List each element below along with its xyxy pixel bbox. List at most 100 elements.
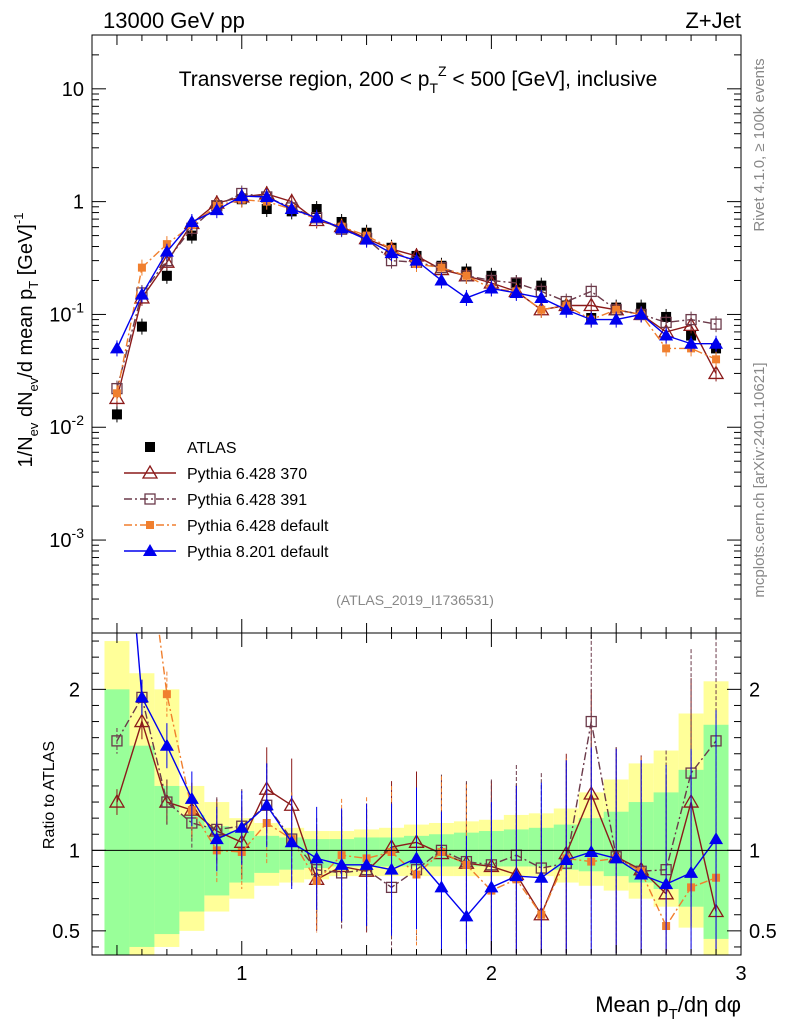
main-data-point [259,189,274,202]
main-data-point [409,253,424,266]
legend-marker [141,464,159,479]
ratio-data-point [484,880,499,893]
main-data-point [659,328,674,341]
legend-entry: ATLAS [145,440,237,457]
main-data-point [209,203,224,216]
legend-label: Pythia 8.201 default [187,544,329,561]
ratio-data-point [159,738,174,751]
main-data-point [161,270,172,281]
ratio-data-point [259,798,274,811]
legend-marker [143,544,157,556]
main-data-point [559,302,574,315]
ratio-data-point [108,793,126,808]
main-data-point [434,273,449,286]
ratio-data-point [284,835,299,848]
main-data-point [136,321,147,332]
legend-label: Pythia 6.428 default [187,518,329,535]
ratio-y-tick-label: 0.5 [52,921,80,943]
main-series-line [116,199,717,394]
x-axis-label: Mean pT/dη dφ [595,992,741,1023]
analysis-id-label: (ATLAS_2019_I1736531) [336,592,494,608]
main-data-point [537,305,546,314]
ratio-data-point [534,870,549,883]
main-data-point [359,232,374,245]
ratio-y-tick-label: 1 [69,840,80,862]
main-data-point [684,336,699,349]
legend-marker [146,521,154,529]
ratio-data-point [234,820,249,833]
main-y-tick-label: 1 [73,192,84,214]
legend-entry: Pythia 8.201 default [124,544,329,561]
main-data-point [134,287,149,300]
main-title: Transverse region, 200 < pTZ < 500 [GeV]… [179,63,658,96]
main-series-3 [112,191,721,402]
legend-label: Pythia 6.428 370 [187,466,307,483]
ratio-data-point [334,857,349,870]
ratio-data-point [434,880,449,893]
ratio-data-point [609,851,624,864]
main-data-point [583,297,600,312]
rivet-version-label: Rivet 4.1.0, ≥ 100k events [751,58,768,231]
main-y-tick-label: 10-3 [49,525,84,552]
main-data-point [585,285,597,298]
main-data-point [709,336,724,349]
main-data-point [462,271,471,280]
main-data-point [112,389,121,398]
main-data-point [108,390,126,405]
main-data-point [609,312,624,325]
main-data-point [234,189,249,202]
main-data-point [309,210,324,223]
ratio-data-point [162,690,171,699]
main-data-point [384,246,399,259]
main-data-point [184,214,199,227]
main-series-line [116,195,717,349]
main-data-point [111,409,122,420]
header-right: Z+Jet [685,8,741,33]
ratio-data-point [209,832,224,845]
ratio-data-point [559,853,574,866]
main-data-point [660,316,672,329]
main-series-0 [111,191,722,423]
ratio-data-point [113,573,121,581]
main-data-point [707,365,725,380]
main-data-point [109,341,124,354]
main-data-point [612,305,621,314]
main-data-point [584,312,599,325]
ratio-data-point [459,909,474,922]
main-data-point [437,263,446,272]
ratio-data-point [585,715,597,728]
main-data-point [284,202,299,215]
ratio-data-point [133,713,151,728]
ratio-data-point [184,791,199,804]
main-y-tick-label: 10-2 [49,412,84,439]
main-data-point [159,244,174,257]
main-data-point [534,290,549,303]
ratio-data-point [659,877,674,890]
ratio-data-point [134,690,149,703]
ratio-y-tick-label-right: 2 [749,679,760,701]
main-data-point [685,313,697,326]
main-data-point [137,263,146,272]
main-y-axis-label: 1/Nev dNev/d mean pT [GeV]-1 [11,213,41,468]
header-left: 13000 GeV pp [103,8,245,33]
main-data-point [686,330,697,341]
main-data-point [311,204,322,215]
legend-label: Pythia 6.428 391 [187,492,307,509]
main-data-point [634,307,649,320]
legend: ATLAS Pythia 6.428 370 Pythia 6.428 391 Pyt… [124,440,329,561]
main-series-4 [109,188,724,357]
legend-entry: Pythia 6.428 391 [124,492,307,509]
main-series-line [116,192,717,389]
main-y-tick-label: 10-1 [49,299,84,326]
ratio-y-tick-label-right: 0.5 [749,921,777,943]
main-data-point [662,344,671,353]
ratio-y-tick-label: 2 [69,679,80,701]
ratio-data-point [384,862,399,875]
ratio-data-point [584,844,599,857]
ratio-series-3 [134,633,724,954]
main-series-line [116,193,717,399]
x-tick-label: 3 [735,963,746,985]
legend-entry: Pythia 6.428 370 [124,464,307,483]
x-tick-label: 2 [486,963,497,985]
